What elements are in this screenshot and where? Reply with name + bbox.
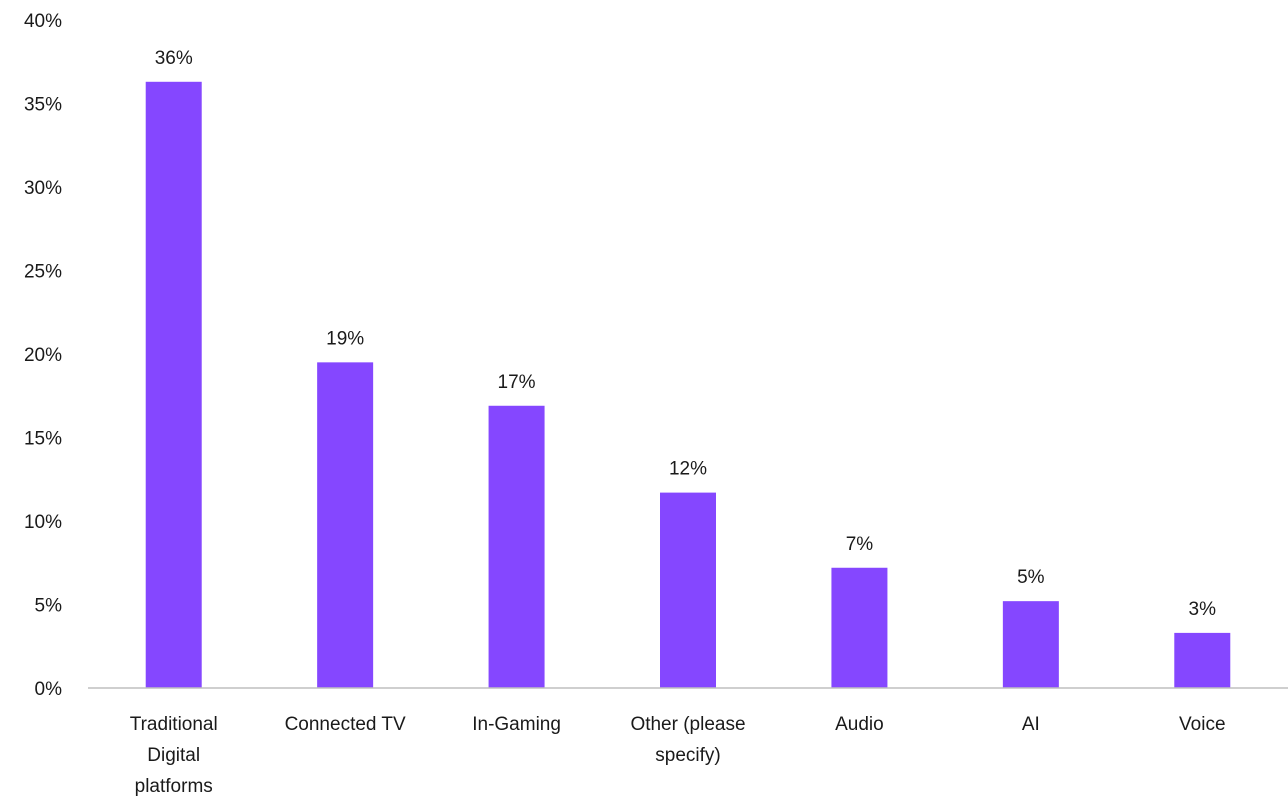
bar [488, 405, 545, 688]
y-tick-label: 10% [24, 512, 62, 533]
x-tick-label: In-Gaming [472, 714, 561, 735]
bar [317, 362, 374, 688]
data-label: 19% [326, 328, 364, 349]
y-tick-label: 40% [24, 11, 62, 32]
x-tick-label: Audio [835, 714, 884, 735]
y-tick-label: 25% [24, 262, 62, 283]
x-tick-label-line: AI [1022, 714, 1040, 735]
bar [660, 492, 716, 688]
data-labels: 36% 19% 17% 12% 7% 5% 3% [155, 48, 1216, 620]
x-tick-label-line: Connected TV [285, 714, 406, 735]
bar [1002, 601, 1059, 688]
x-tick-label-line: Voice [1179, 714, 1225, 735]
x-tick-label-line: platforms [135, 776, 213, 797]
x-tick-label-line: Audio [835, 714, 884, 735]
x-tick-label: Voice [1179, 714, 1225, 735]
x-tick-label-line: In-Gaming [472, 714, 561, 735]
y-tick-label: 15% [24, 429, 62, 450]
x-tick-label: Traditional Digital platforms [130, 714, 218, 797]
x-tick-label: AI [1022, 714, 1040, 735]
data-label: 36% [155, 48, 193, 69]
x-tick-label-line: Traditional [130, 714, 218, 735]
x-tick-label-line: Other (please [630, 714, 745, 735]
y-tick-label: 0% [35, 679, 63, 700]
x-axis-labels: Traditional Digital platforms Connected TV I… [130, 714, 1226, 797]
y-tick-label: 20% [24, 345, 62, 366]
bar [145, 81, 202, 689]
y-tick-label: 30% [24, 178, 62, 199]
x-tick-label-line: specify) [655, 745, 720, 766]
bars [145, 81, 1231, 689]
data-label: 7% [846, 534, 874, 555]
x-tick-label: Other (please specify) [630, 714, 745, 766]
bar [831, 567, 888, 688]
data-label: 5% [1017, 567, 1045, 588]
y-axis: 0% 5% 10% 15% 20% 25% 30% 35% 40% [24, 11, 62, 700]
bar [1174, 632, 1231, 688]
data-label: 17% [498, 372, 536, 393]
data-label: 3% [1189, 599, 1217, 620]
data-label: 12% [669, 459, 707, 480]
x-tick-label: Connected TV [285, 714, 406, 735]
x-tick-label-line: Digital [147, 745, 200, 766]
y-tick-label: 35% [24, 95, 62, 116]
y-tick-label: 5% [35, 596, 63, 617]
